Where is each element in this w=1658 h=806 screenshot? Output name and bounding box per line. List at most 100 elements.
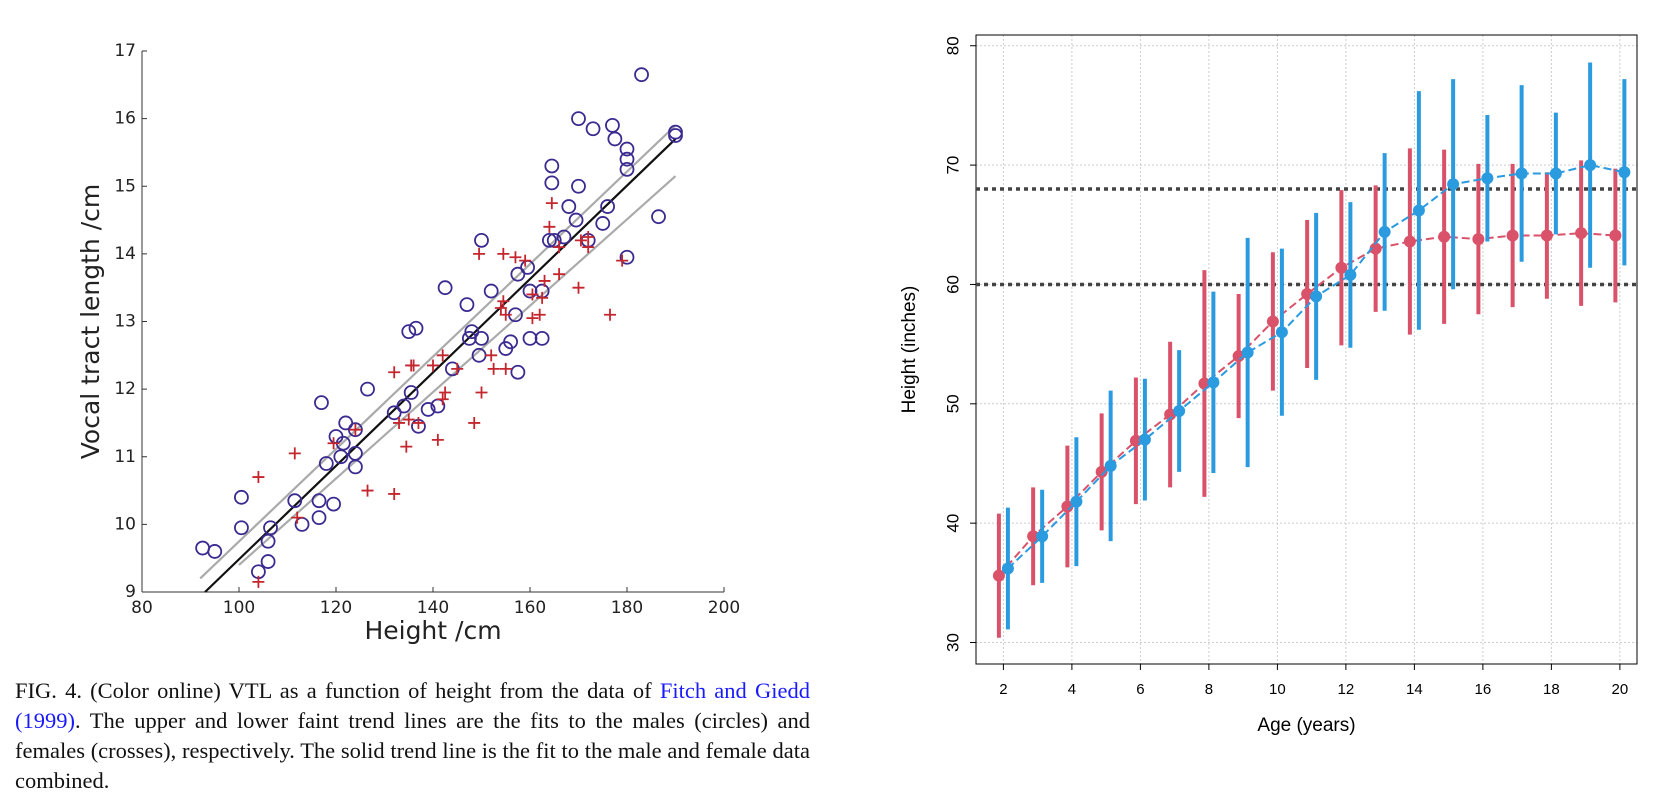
circle-point	[333, 449, 349, 465]
x-tick-label: 18	[1543, 681, 1560, 698]
cross-point	[388, 487, 401, 500]
x-tick-label: 10	[1269, 681, 1286, 698]
circle-point	[360, 381, 375, 397]
x-tick-label: 6	[1136, 681, 1144, 698]
point	[1095, 465, 1108, 478]
circle-point	[619, 151, 635, 167]
cross-point	[252, 575, 265, 588]
point	[1027, 530, 1040, 543]
point	[1447, 178, 1460, 191]
circle-point	[544, 175, 560, 191]
point	[1506, 229, 1519, 242]
circle-point	[619, 249, 635, 265]
cross-point	[582, 230, 595, 243]
point	[992, 569, 1005, 582]
cross-point	[487, 362, 500, 375]
cross-point	[519, 254, 532, 267]
circle-point	[571, 178, 586, 194]
y-tick-label: 11	[114, 447, 136, 467]
cross-point	[553, 241, 566, 254]
x-tick-label: 80	[131, 598, 153, 618]
circle-point	[234, 489, 249, 505]
circle-point	[260, 554, 276, 569]
cross-point	[393, 416, 406, 429]
x-tick-label: 160	[514, 598, 546, 618]
y-tick-label: 15	[114, 176, 136, 196]
x-tick-label: 4	[1068, 681, 1076, 698]
cross-point	[616, 254, 629, 267]
point	[1344, 268, 1357, 281]
point	[1036, 530, 1049, 543]
circle-point	[318, 456, 334, 471]
cross-point	[291, 511, 304, 524]
cross-point	[473, 247, 486, 260]
cross-point	[349, 423, 362, 436]
circle-point	[619, 161, 635, 177]
circle-point	[534, 331, 550, 346]
cross-point	[553, 268, 566, 281]
point	[1232, 350, 1245, 363]
circle-point	[437, 280, 453, 296]
cross-point	[536, 291, 549, 304]
cross-point	[497, 295, 510, 308]
x-tick-label: 12	[1338, 681, 1355, 698]
x-tick-label: 140	[417, 598, 449, 618]
caption-text: . The upper and lower faint trend lines …	[15, 708, 810, 793]
circle-point	[651, 209, 666, 225]
cross-point	[526, 288, 539, 301]
y-axis-label: Height (inches)	[899, 286, 920, 414]
point	[1618, 166, 1631, 179]
point	[1472, 233, 1485, 246]
point	[1378, 225, 1391, 238]
cross-point	[400, 440, 413, 453]
caption: FIG. 4. (Color online) VTL as a function…	[15, 676, 810, 796]
point	[1609, 229, 1622, 242]
y-tick-label: 14	[114, 244, 136, 264]
circle-point	[542, 232, 557, 248]
cross-point	[436, 393, 449, 406]
y-tick-label: 50	[943, 394, 962, 413]
point	[1335, 261, 1348, 274]
circle-point	[619, 141, 635, 157]
y-tick-label: 13	[114, 312, 136, 332]
circle-point	[607, 131, 623, 147]
cross-point	[526, 312, 539, 325]
point	[1275, 326, 1288, 339]
y-tick-label: 60	[943, 275, 962, 294]
x-tick-label: 100	[223, 598, 255, 618]
circle-point	[195, 540, 211, 556]
cross-point	[475, 386, 488, 399]
circle-point	[260, 533, 276, 549]
x-axis-label: Height /cm	[364, 616, 501, 645]
circle-point	[668, 124, 683, 140]
cross-point	[543, 220, 556, 233]
circle-point	[605, 117, 620, 133]
y-tick-label: 12	[114, 379, 136, 399]
circle-point	[234, 520, 249, 536]
cross-point	[412, 416, 425, 429]
cross-point	[252, 471, 265, 484]
y-tick-label: 9	[125, 582, 136, 602]
x-tick-label: 8	[1205, 681, 1213, 698]
circle-point	[464, 324, 480, 340]
cross-point	[509, 251, 522, 264]
point	[1369, 242, 1382, 255]
citation-link[interactable]: Fitch and Giedd (1999)	[15, 678, 810, 733]
y-tick-label: 80	[943, 36, 962, 55]
point	[1549, 167, 1562, 180]
cross-point	[468, 416, 481, 429]
circle-point	[311, 510, 327, 526]
point	[1438, 230, 1451, 243]
point	[1403, 235, 1416, 248]
circle-point	[474, 232, 489, 248]
y-tick-label: 16	[114, 109, 136, 129]
cross-point	[327, 437, 340, 450]
point	[1584, 159, 1597, 172]
cross-point	[604, 308, 617, 321]
cross-point	[582, 241, 595, 254]
point	[1138, 433, 1151, 446]
circle-point	[326, 496, 341, 512]
circle-point	[503, 334, 519, 350]
circle-point	[544, 158, 560, 174]
